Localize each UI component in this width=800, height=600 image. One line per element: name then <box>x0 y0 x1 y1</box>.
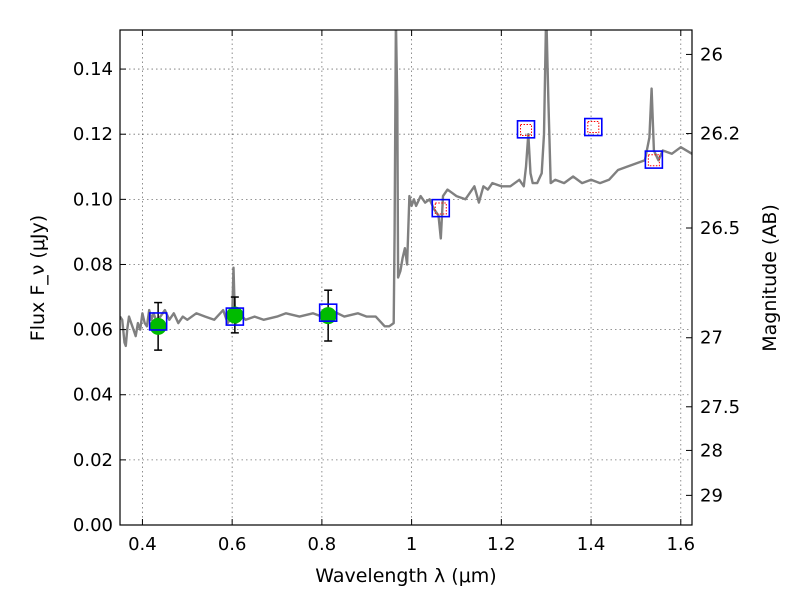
x-tick-label: 0.4 <box>128 534 157 555</box>
model-inner-square <box>520 123 533 136</box>
y-tick-label: 0.00 <box>73 515 113 536</box>
grid-lines <box>120 30 692 525</box>
y-tick-labels: 0.00 0.02 0.04 0.06 0.08 0.10 0.12 0.14 <box>73 59 113 536</box>
model-spectrum <box>120 30 692 348</box>
mag-tick-label: 27 <box>700 328 723 349</box>
x-tick-label: 1.6 <box>666 534 695 555</box>
model-inner-square <box>587 121 600 134</box>
model-square <box>148 312 168 331</box>
x-tick-label: 0.6 <box>218 534 247 555</box>
y-tick-label: 0.14 <box>73 59 113 80</box>
mag-tick-label: 26.2 <box>700 124 740 145</box>
x-axis-label: Wavelength λ (μm) <box>315 565 496 587</box>
model-square <box>318 303 338 322</box>
observed-point <box>226 306 244 324</box>
y-tick-label: 0.08 <box>73 254 113 275</box>
mag-tick-label: 26.5 <box>700 218 740 239</box>
y-tick-label: 0.04 <box>73 385 113 406</box>
y-tick-label: 0.06 <box>73 320 113 341</box>
model-square <box>584 117 603 137</box>
mag-tick-label: 26 <box>700 44 723 65</box>
axis-ticks <box>120 30 692 526</box>
x-tick-label: 1.2 <box>487 534 516 555</box>
y-tick-label: 0.02 <box>73 450 113 471</box>
x-tick-label: 1 <box>406 534 417 555</box>
x-tick-labels: 0.4 0.6 0.8 1 1.2 1.4 1.6 <box>128 534 695 555</box>
y-tick-label: 0.10 <box>73 189 113 210</box>
y-tick-label: 0.12 <box>73 124 113 145</box>
mag-tick-label: 29 <box>700 485 723 506</box>
model-square <box>516 120 536 139</box>
y-axis-label: Flux F_ν (μJy) <box>27 215 49 341</box>
plot-frame <box>119 29 693 526</box>
model-square <box>225 307 245 326</box>
model-square <box>644 150 664 169</box>
x-tick-label: 0.8 <box>308 534 337 555</box>
observed-point <box>149 317 167 335</box>
model-square <box>431 198 451 218</box>
model-squares <box>148 117 664 331</box>
model-inner-square <box>647 154 660 167</box>
x-tick-label: 1.4 <box>577 534 606 555</box>
model-inner-square <box>434 202 447 215</box>
mag-tick-label: 27.5 <box>700 397 740 418</box>
y2-axis-label: Magnitude (AB) <box>759 204 781 352</box>
magnitude-tick-labels: 26 26.2 26.5 27 27.5 28 29 <box>700 44 740 506</box>
mag-tick-label: 28 <box>700 440 723 461</box>
spectrum-line <box>120 30 692 348</box>
